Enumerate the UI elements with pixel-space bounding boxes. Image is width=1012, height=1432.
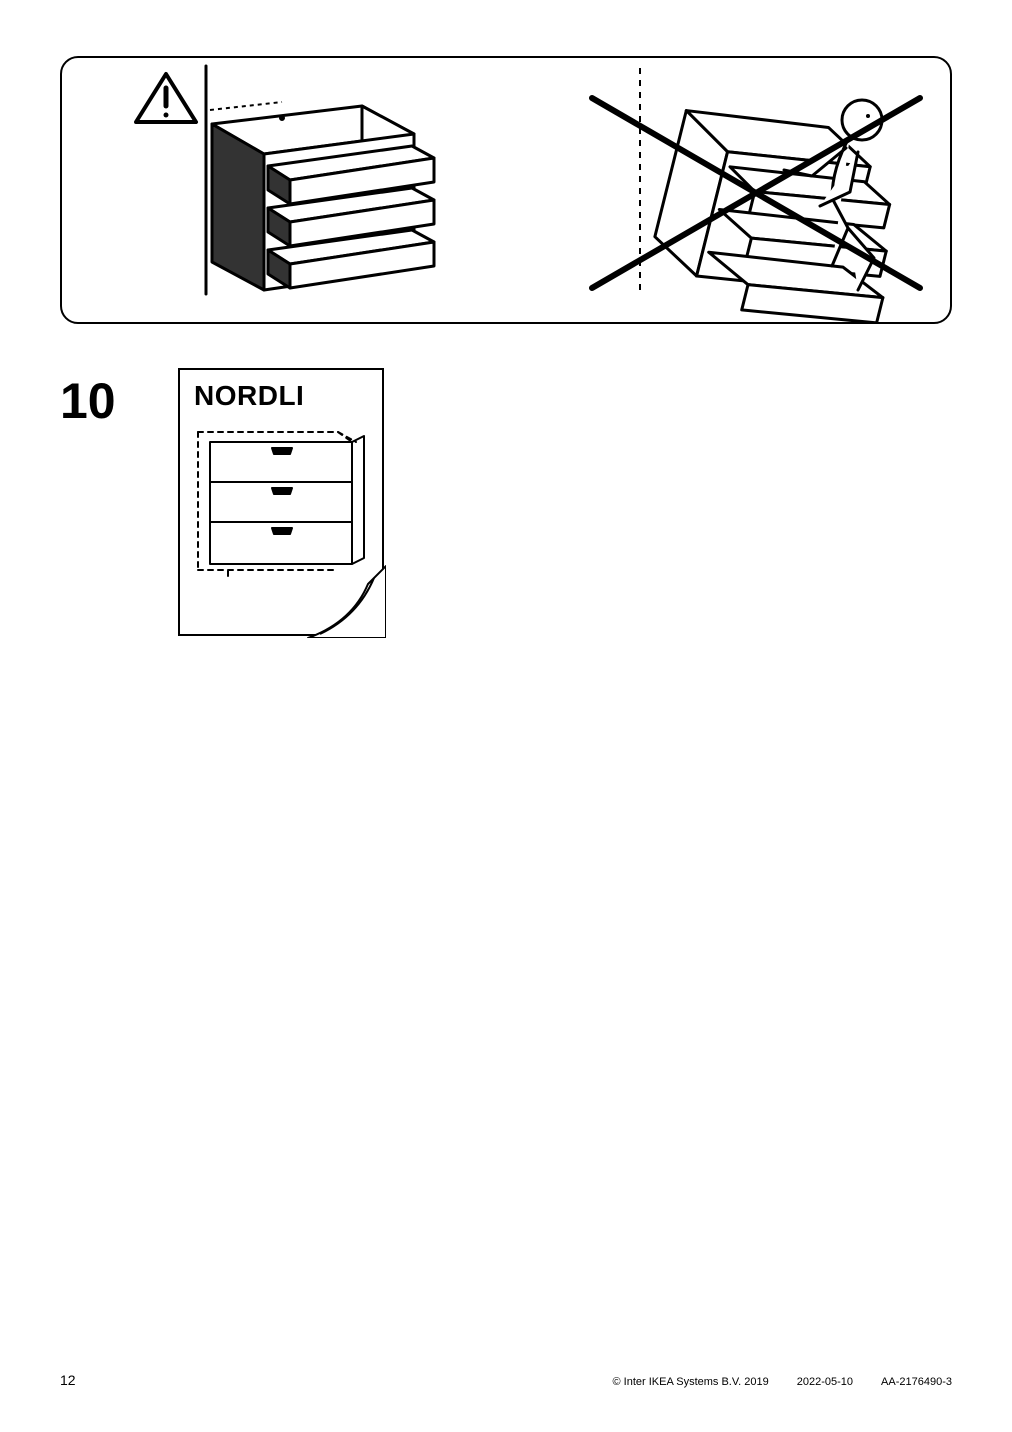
warning-triangle-icon [136, 74, 196, 122]
correct-illustration [136, 66, 434, 294]
incorrect-illustration [592, 68, 920, 322]
footer-doc-id: AA-2176490-3 [881, 1376, 952, 1388]
page-curl-icon [308, 566, 386, 638]
safety-warning-panel [60, 56, 952, 324]
instruction-page: 10 NORDLI [0, 0, 1012, 1432]
page-number: 12 [60, 1372, 76, 1388]
footer-date: 2022-05-10 [797, 1376, 853, 1388]
footer-copyright: © Inter IKEA Systems B.V. 2019 [612, 1376, 768, 1388]
nordli-reference-diagram [180, 370, 386, 638]
nordli-reference-doc: NORDLI [178, 368, 384, 636]
step-number: 10 [60, 372, 116, 430]
page-footer: 12 © Inter IKEA Systems B.V. 2019 2022-0… [60, 1372, 952, 1388]
safety-warning-illustrations [62, 58, 950, 322]
